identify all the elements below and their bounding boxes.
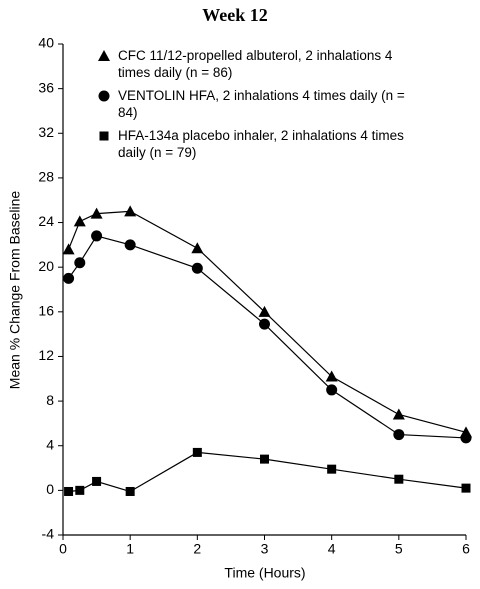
x-tick-label: 3 <box>261 541 269 557</box>
y-tick-label: 0 <box>46 481 54 497</box>
marker <box>326 384 338 396</box>
x-axis-label: Time (Hours) <box>224 565 305 581</box>
legend-entry: CFC 11/12-propelled albuterol, 2 inhalat… <box>96 47 416 81</box>
marker <box>394 474 404 484</box>
y-tick-label: 16 <box>38 303 54 319</box>
legend-icon <box>99 131 109 141</box>
y-axis-label: Mean % Change From Baseline <box>7 191 23 390</box>
y-tick-label: 32 <box>38 124 54 140</box>
marker <box>125 486 135 496</box>
y-tick-label: 40 <box>38 35 54 51</box>
x-tick-label: 0 <box>59 541 67 557</box>
marker <box>191 242 204 254</box>
marker <box>74 257 86 269</box>
y-tick-label: 12 <box>38 347 54 363</box>
y-tick-label: 36 <box>38 79 54 95</box>
marker <box>99 131 109 141</box>
legend-icon <box>98 90 110 102</box>
legend-label: HFA-134a placebo inhaler, 2 inhalations … <box>118 128 404 160</box>
marker <box>192 447 202 457</box>
marker <box>62 243 75 255</box>
y-tick-label: 20 <box>38 258 54 274</box>
y-tick-label: 4 <box>46 436 54 452</box>
marker <box>98 90 110 102</box>
marker <box>91 230 103 242</box>
marker <box>63 272 75 284</box>
marker <box>393 429 405 441</box>
legend: CFC 11/12-propelled albuterol, 2 inhalat… <box>96 47 416 167</box>
marker <box>124 239 136 251</box>
marker <box>98 50 110 61</box>
marker <box>259 318 270 330</box>
marker <box>392 408 405 420</box>
legend-label: VENTOLIN HFA, 2 inhalations 4 times dail… <box>118 88 405 120</box>
x-tick-label: 6 <box>462 541 470 557</box>
series-line <box>68 235 467 439</box>
marker <box>64 486 74 496</box>
marker <box>124 205 137 217</box>
y-tick-label: 24 <box>38 213 54 229</box>
legend-label: CFC 11/12-propelled albuterol, 2 inhalat… <box>118 48 393 80</box>
marker <box>90 207 103 219</box>
legend-entry: VENTOLIN HFA, 2 inhalations 4 times dail… <box>96 87 416 121</box>
marker <box>73 215 86 227</box>
marker <box>461 483 471 493</box>
marker <box>460 432 472 444</box>
marker <box>92 476 102 486</box>
chart-title: Week 12 <box>202 5 268 25</box>
marker <box>327 464 337 474</box>
marker <box>260 454 269 464</box>
y-tick-label: 8 <box>46 392 54 408</box>
x-tick-label: 1 <box>126 541 134 557</box>
x-tick-label: 4 <box>328 541 336 557</box>
legend-icon <box>98 50 110 61</box>
x-tick-label: 2 <box>193 541 201 557</box>
x-tick-label: 5 <box>395 541 403 557</box>
marker <box>258 305 271 317</box>
y-tick-label: 28 <box>38 169 54 185</box>
y-tick-label: -4 <box>42 526 55 542</box>
legend-entry: HFA-134a placebo inhaler, 2 inhalations … <box>96 127 416 161</box>
marker <box>75 485 85 495</box>
marker <box>191 262 203 274</box>
marker <box>325 370 338 382</box>
